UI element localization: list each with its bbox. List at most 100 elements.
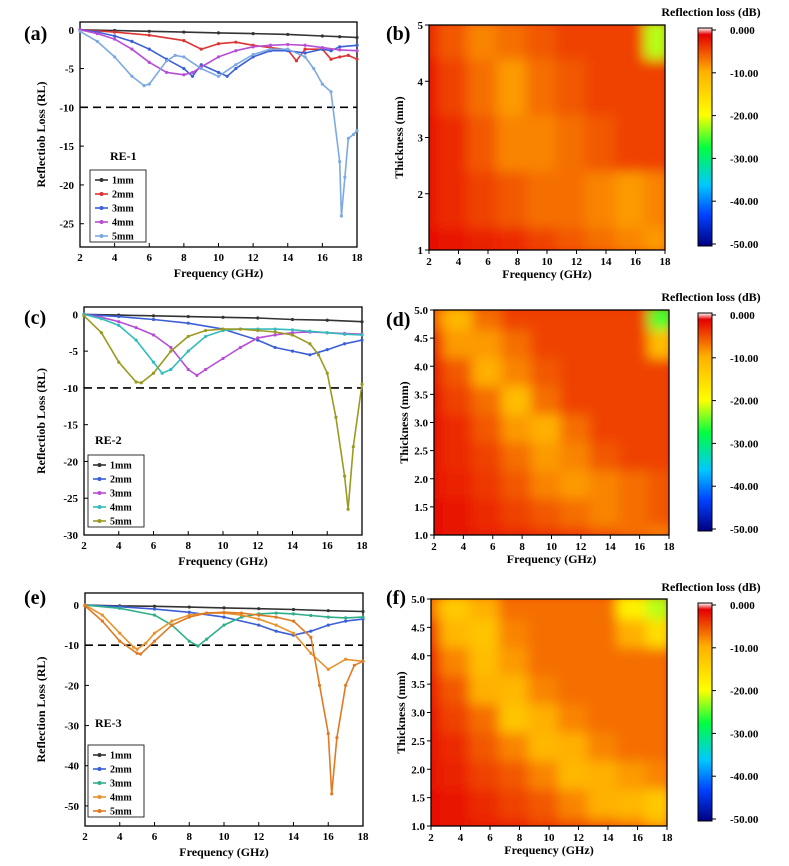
- y-tick-label: -40: [64, 761, 79, 773]
- map-panel-3: (f) 2 4 6 8 10 12 14 16 18 1.0 1.5 2.0 2.5 3.0 3.5 4.0 4.…: [386, 580, 761, 857]
- colorbar-tick-label: -30.00: [730, 728, 759, 740]
- data-point: [360, 333, 364, 337]
- x-tick-label: 6: [147, 252, 153, 264]
- data-point: [317, 683, 322, 687]
- x-axis-title: Frequency (GHz): [502, 267, 591, 281]
- data-point: [274, 623, 278, 627]
- legend-entry: 4mm: [110, 793, 132, 804]
- legend-marker: [97, 795, 102, 799]
- x-tick-label: 4: [116, 540, 122, 552]
- data-point: [205, 637, 209, 641]
- data-point: [251, 45, 255, 49]
- legend-entry: 2mm: [110, 475, 132, 486]
- data-point: [152, 639, 157, 643]
- y-tick-label: 1.0: [411, 821, 425, 833]
- panel-label: (e): [24, 587, 46, 609]
- legend-marker: [99, 192, 104, 196]
- data-point: [147, 29, 151, 33]
- data-point: [361, 609, 365, 614]
- y-tick-label: 0: [73, 309, 79, 321]
- panel-label: (c): [24, 307, 46, 329]
- map-panel-2: (d) 2 4 6 8 10 12 14 16 18 1.0 1.5 2.0 2.5 3.0 3.5 4.0 4.…: [386, 290, 761, 566]
- legend-entry: 3mm: [110, 489, 132, 500]
- x-tick-label: 4: [112, 252, 118, 264]
- data-point: [135, 651, 139, 655]
- y-tick-label: 5: [418, 20, 424, 32]
- x-tick-label: 16: [322, 540, 334, 552]
- rl-panel-2: (c) 2 4 6 8 10 12 14 16 18 0 -5 -10 -15 -20 -25 -30 Frequ…: [24, 306, 368, 568]
- x-tick-label: 12: [573, 832, 585, 844]
- data-point: [152, 604, 157, 608]
- data-point: [216, 55, 221, 59]
- x-tick-label: 2: [428, 832, 434, 844]
- x-tick-label: 6: [490, 541, 496, 553]
- legend-entry: 5mm: [110, 807, 132, 818]
- data-point: [325, 348, 329, 352]
- data-point: [186, 321, 190, 325]
- data-point: [338, 160, 342, 164]
- data-point: [344, 657, 348, 661]
- x-tick-label: 14: [287, 540, 299, 552]
- data-point: [291, 607, 296, 612]
- y-axis-title: Reflectiob Loss (RL): [34, 368, 48, 474]
- y-tick-label: 4.5: [414, 333, 428, 345]
- x-tick-label: 18: [358, 831, 370, 843]
- data-point: [338, 45, 342, 49]
- data-point: [147, 47, 151, 51]
- y-tick-label: -10: [63, 383, 78, 395]
- data-point: [355, 57, 359, 61]
- heatmap-body: [429, 25, 665, 250]
- data-point: [169, 345, 173, 350]
- x-tick-label: 14: [601, 256, 613, 268]
- data-point: [334, 415, 338, 419]
- data-point: [360, 338, 364, 342]
- series-line-4mm: [83, 313, 363, 375]
- legend-entry: 3mm: [112, 204, 134, 215]
- data-point: [308, 329, 312, 333]
- data-point: [117, 314, 121, 319]
- heatmap-cells: [434, 310, 669, 535]
- x-tick-label: 2: [82, 831, 88, 843]
- data-point: [216, 70, 221, 75]
- data-point: [83, 604, 87, 608]
- data-point: [339, 214, 344, 218]
- data-point: [344, 616, 348, 620]
- x-axis-title: Frequency (GHz): [178, 554, 267, 568]
- y-tick-label: 2.0: [411, 764, 425, 776]
- data-point: [113, 34, 117, 38]
- data-point: [360, 382, 364, 386]
- data-point: [343, 474, 347, 478]
- data-point: [326, 623, 330, 627]
- data-point: [251, 52, 255, 57]
- data-point: [221, 327, 225, 331]
- data-point: [257, 623, 261, 627]
- data-point: [99, 331, 103, 335]
- data-point: [257, 613, 261, 617]
- legend-marker: [97, 519, 102, 523]
- legend-marker: [97, 809, 102, 813]
- colorbar-tick-label: -40.00: [730, 481, 759, 493]
- data-point: [330, 792, 334, 796]
- legend-marker: [99, 178, 104, 182]
- x-tick-label: 16: [632, 832, 644, 844]
- heatmap-cell: [646, 599, 667, 620]
- data-point: [274, 615, 278, 619]
- heatmap-cell: [644, 103, 665, 172]
- data-point: [290, 331, 295, 335]
- legend-marker: [97, 767, 102, 771]
- y-tick-label: 5.0: [414, 305, 428, 317]
- data-point: [343, 332, 347, 336]
- data-point: [117, 360, 121, 364]
- legend-entry: 4mm: [110, 503, 132, 514]
- colorbar-tick-label: -40.00: [730, 196, 759, 208]
- data-point: [139, 652, 143, 656]
- data-point: [195, 373, 199, 377]
- colorbar-tick-label: -10.00: [730, 353, 759, 365]
- y-tick-label: 3: [418, 133, 424, 145]
- data-point: [320, 46, 324, 50]
- data-point: [346, 53, 350, 57]
- data-point: [147, 60, 151, 64]
- data-point: [99, 317, 103, 321]
- data-point: [290, 349, 295, 353]
